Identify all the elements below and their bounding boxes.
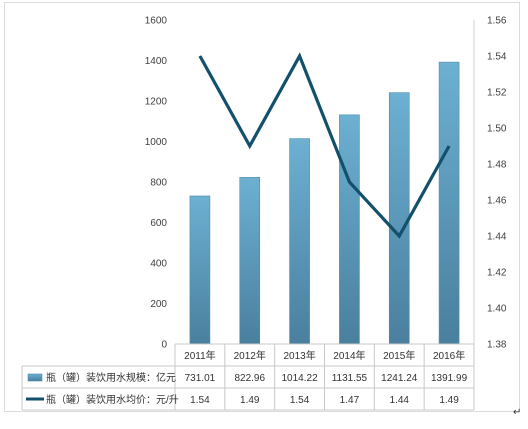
left-tick-label: 200 — [150, 299, 167, 310]
data-table: 2011年 2012年 2013年 2014年 2015年 2016年瓶（罐）装饮用水规模… — [21, 343, 475, 411]
bar-2013年 — [289, 138, 310, 345]
table-bar-value: 822.96 — [234, 373, 265, 384]
table-line-value: 1.49 — [439, 395, 459, 406]
table-header-cell: 2014年 — [333, 349, 365, 362]
paragraph-mark: ↵ — [513, 407, 522, 418]
left-tick-label: 400 — [150, 259, 167, 270]
right-tick-label: 1.52 — [487, 88, 507, 99]
right-tick-label: 1.46 — [487, 196, 507, 207]
table-line-value: 1.44 — [390, 395, 410, 406]
legend-bar-key — [27, 373, 43, 382]
bar-2014年 — [339, 114, 360, 345]
right-tick-label: 1.56 — [487, 16, 507, 27]
left-axis-ticks: 0 200 400 600 800 1000 1200 1400 1600 — [145, 16, 168, 351]
table-bar-value: 731.01 — [185, 373, 216, 384]
table-header-cell: 2011年 — [184, 349, 216, 362]
price-line — [198, 52, 451, 239]
left-tick-label: 1400 — [145, 56, 168, 67]
table-line-value: 1.54 — [190, 395, 210, 406]
left-tick-label: 1600 — [145, 16, 168, 27]
left-tick-label: 1000 — [145, 137, 168, 148]
left-tick-label: 0 — [161, 340, 167, 351]
right-tick-label: 1.50 — [487, 124, 507, 135]
right-tick-label: 1.48 — [487, 160, 507, 171]
table-header-cell: 2012年 — [234, 349, 266, 362]
table-line-value: 1.47 — [340, 395, 360, 406]
bar-2011年 — [189, 195, 211, 345]
right-tick-label: 1.38 — [487, 340, 507, 351]
table-header-cell: 2013年 — [283, 349, 315, 362]
table-bar-value: 1241.24 — [381, 373, 418, 384]
legend-line-label: 瓶（罐）装饮用水均价：元/升 — [46, 393, 179, 406]
bar-2015年 — [388, 92, 410, 345]
table-line-value: 1.54 — [290, 395, 310, 406]
bar-2012年 — [239, 177, 261, 345]
left-tick-label: 600 — [150, 218, 167, 229]
right-axis-ticks: 1.38 1.40 1.42 1.44 1.46 1.48 1.50 1.52 1.54 1.56 — [487, 16, 507, 351]
left-tick-label: 1200 — [145, 97, 168, 108]
table-line-value: 1.49 — [240, 395, 260, 406]
chart-frame: 0 200 400 600 800 1000 1200 1400 1600 1.38 1.40 1.… — [4, 2, 520, 412]
right-tick-label: 1.44 — [487, 232, 507, 243]
right-tick-label: 1.40 — [487, 304, 507, 315]
bar-2016年 — [438, 61, 460, 345]
table-bar-value: 1131.55 — [332, 373, 368, 384]
line-series — [198, 52, 451, 239]
table-bar-value: 1014.22 — [282, 373, 319, 384]
legend-bar-label: 瓶（罐）装饮用水规模：亿元 — [46, 371, 176, 384]
table-header-cell: 2016年 — [433, 349, 465, 362]
bar-series — [189, 61, 460, 345]
table-bar-value: 1391.99 — [431, 373, 468, 384]
table-header-cell: 2015年 — [383, 349, 415, 362]
right-tick-label: 1.42 — [487, 268, 507, 279]
right-tick-label: 1.54 — [487, 52, 507, 63]
left-tick-label: 800 — [150, 178, 167, 189]
